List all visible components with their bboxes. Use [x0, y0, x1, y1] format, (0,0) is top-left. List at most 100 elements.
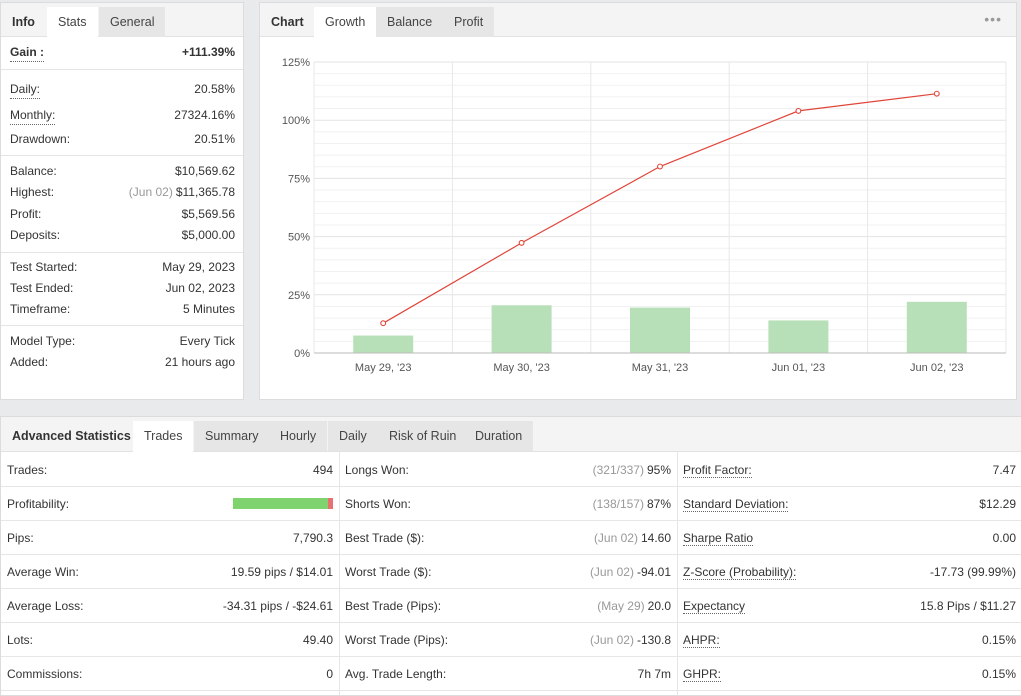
stat-value-wrap: 49.40 — [303, 623, 333, 657]
stat-value: 7h 7m — [637, 667, 671, 681]
stat-value: 7,790.3 — [292, 531, 333, 545]
gain-value: +111.39% — [181, 45, 235, 59]
profitability-loss-bar — [328, 498, 333, 509]
stat-row: Profitability: — [1, 487, 339, 521]
model-type-label: Model Type: — [10, 334, 76, 348]
stat-label-wrap: Standard Deviation: — [683, 487, 789, 521]
tab-chart[interactable]: Chart — [271, 15, 304, 29]
stat-value-wrap: (321/337) 95% — [593, 453, 671, 487]
x-tick-label: Jun 01, '23 — [772, 362, 825, 374]
stat-row: Trades: 494 — [1, 453, 339, 487]
stat-row: Z-Score (Probability): -17.73 (99.99%) — [677, 555, 1021, 589]
tab-hourly[interactable]: Hourly — [269, 421, 328, 451]
stat-label[interactable]: AHPR: — [683, 633, 720, 648]
timeframe-label: Timeframe: — [10, 302, 71, 316]
growth-point — [657, 163, 663, 170]
profitability-win-bar — [233, 498, 328, 509]
stat-label-wrap: Sharpe Ratio — [683, 521, 754, 555]
adv-tabs: Advanced Statistics Trades Summary Hourl… — [1, 417, 1021, 452]
stat-value: 95% — [646, 463, 671, 477]
highest-date: (Jun 02) — [128, 185, 173, 199]
timeframe-value: 5 Minutes — [182, 302, 235, 316]
tab-risk-of-ruin[interactable]: Risk of Ruin — [378, 421, 468, 451]
tab-general[interactable]: General — [99, 7, 166, 37]
stat-row: Lots: 49.40 — [1, 623, 339, 657]
stat-label[interactable]: Profit Factor: — [683, 463, 752, 478]
growth-point — [795, 107, 802, 114]
stat-value-wrap: -34.31 pips / -$24.61 — [223, 589, 333, 623]
test-started-label: Test Started: — [10, 260, 78, 274]
x-tick-label: May 31, '23 — [632, 362, 689, 374]
stat-note: (Jun 02) — [589, 633, 634, 647]
test-ended-label: Test Ended: — [10, 281, 74, 295]
stat-label[interactable]: GHPR: — [683, 667, 722, 682]
tab-daily[interactable]: Daily — [328, 421, 378, 451]
stat-label-wrap: Z-Score (Probability): — [683, 555, 797, 589]
stat-label[interactable]: Expectancy — [683, 599, 746, 614]
bar — [491, 305, 552, 353]
test-started-value: May 29, 2023 — [162, 260, 235, 274]
stat-row: Worst Trade (Pips): (Jun 02) -130.8 — [339, 623, 677, 657]
stat-row: Average Loss: -34.31 pips / -$24.61 — [1, 589, 339, 623]
stat-value-wrap: -17.73 (99.99%) — [930, 555, 1016, 589]
tab-duration[interactable]: Duration — [464, 421, 534, 451]
stat-value: 20.0 — [647, 599, 671, 613]
highest-row: Highest: (Jun 02) $11,365.78 — [10, 183, 235, 201]
stat-note: (Jun 02) — [589, 565, 634, 579]
tab-balance[interactable]: Balance — [376, 7, 444, 37]
stat-row: Longs Won: (321/337) 95% — [339, 453, 677, 487]
stat-label-wrap: AHPR: — [683, 623, 720, 657]
tab-stats[interactable]: Stats — [47, 7, 98, 38]
stat-label[interactable]: Z-Score (Probability): — [683, 565, 797, 580]
more-dots-icon[interactable]: ••• — [984, 11, 1002, 27]
drawdown-label: Drawdown: — [10, 132, 71, 146]
stat-value: 19.59 pips / $14.01 — [230, 565, 333, 579]
tab-trades[interactable]: Trades — [133, 421, 194, 452]
gain-row: Gain : +111.39% — [10, 43, 235, 62]
model-type-row: Model Type: Every Tick — [10, 332, 235, 350]
divider — [1, 69, 243, 70]
stat-row: Worst Trade ($): (Jun 02) -94.01 — [339, 555, 677, 589]
stat-label[interactable]: Standard Deviation: — [683, 497, 789, 512]
tab-profit[interactable]: Profit — [443, 7, 495, 37]
stat-value: -34.31 pips / -$24.61 — [222, 599, 333, 613]
balance-row: Balance: $10,569.62 — [10, 162, 235, 180]
daily-label[interactable]: Daily: — [10, 80, 41, 99]
stat-value: -94.01 — [636, 565, 671, 579]
stat-value-wrap: 7,790.3 — [293, 521, 333, 555]
monthly-label[interactable]: Monthly: — [10, 106, 56, 125]
stat-value-wrap: (138/157) 87% — [593, 487, 671, 521]
stat-row: Avg. Trade Length: 7h 7m — [339, 657, 677, 691]
y-tick-label: 75% — [288, 173, 310, 185]
stat-row: Pips: 7,790.3 — [1, 521, 339, 555]
gain-label[interactable]: Gain : — [10, 43, 45, 62]
tab-summary[interactable]: Summary — [194, 421, 270, 451]
stat-label-wrap: Longs Won: — [345, 453, 409, 487]
stat-value: -17.73 (99.99%) — [929, 565, 1016, 579]
x-tick-label: Jun 02, '23 — [910, 362, 963, 374]
highest-value-wrap: (Jun 02) $11,365.78 — [129, 183, 235, 201]
stat-label-wrap: Pips: — [7, 521, 34, 555]
stat-value: 0.00 — [992, 531, 1016, 545]
stat-label-wrap: Profit Factor: — [683, 453, 752, 487]
stat-value-wrap: 7h 7m — [638, 657, 671, 691]
drawdown-value: 20.51% — [194, 132, 235, 146]
daily-row: Daily: 20.58% — [10, 80, 235, 99]
test-ended-row: Test Ended: Jun 02, 2023 — [10, 279, 235, 297]
chart-panel: Chart Growth Balance Profit ••• 125% 100%… — [259, 2, 1017, 400]
profit-label: Profit: — [10, 207, 42, 221]
added-label: Added: — [10, 355, 49, 369]
timeframe-row: Timeframe: 5 Minutes — [10, 300, 235, 318]
stat-row: Standard Deviation: $12.29 — [677, 487, 1021, 521]
tab-info[interactable]: Info — [12, 15, 35, 29]
stat-label: Best Trade ($): — [345, 531, 425, 545]
tab-growth[interactable]: Growth — [314, 7, 377, 38]
stat-label: Best Trade (Pips): — [345, 599, 442, 613]
stat-label: Average Loss: — [7, 599, 84, 613]
stat-label: Worst Trade (Pips): — [345, 633, 449, 647]
stat-value: 7.47 — [992, 463, 1016, 477]
deposits-value: $5,000.00 — [181, 228, 235, 242]
tab-advanced-statistics[interactable]: Advanced Statistics — [12, 429, 131, 443]
profit-value: $5,569.56 — [181, 207, 235, 221]
stat-label[interactable]: Sharpe Ratio — [683, 531, 754, 546]
